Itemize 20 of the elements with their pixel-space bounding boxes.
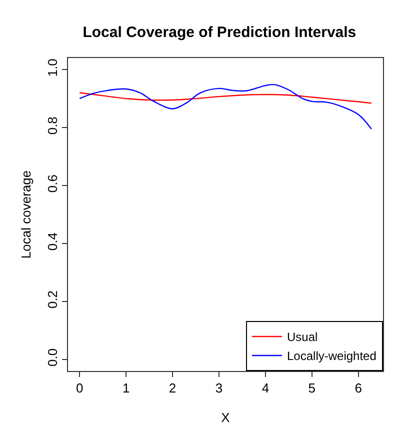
line-series	[79, 84, 372, 130]
x-tick-label: 2	[168, 380, 176, 396]
chart-title: Local Coverage of Prediction Intervals	[82, 24, 356, 41]
x-tick-label: 0	[76, 380, 84, 396]
y-tick-label: 0.2	[44, 290, 60, 309]
y-tick-label: 0.4	[44, 232, 60, 251]
x-axis-title: X	[221, 410, 230, 426]
line-series	[79, 92, 372, 104]
y-tick-label: 0.8	[44, 116, 60, 135]
legend-label: Locally-weighted	[287, 349, 376, 364]
x-tick-label: 3	[215, 380, 223, 396]
y-tick-label: 0.6	[44, 174, 60, 193]
x-tick-label: 4	[262, 380, 270, 396]
y-tick-label: 1.0	[44, 58, 60, 77]
legend-label: Usual	[287, 330, 318, 344]
x-tick-label: 5	[308, 380, 316, 396]
x-tick-label: 1	[122, 380, 130, 396]
y-axis-title: Local coverage	[18, 170, 34, 259]
x-tick-label: 6	[354, 380, 362, 396]
y-tick-label: 0.0	[44, 348, 60, 366]
